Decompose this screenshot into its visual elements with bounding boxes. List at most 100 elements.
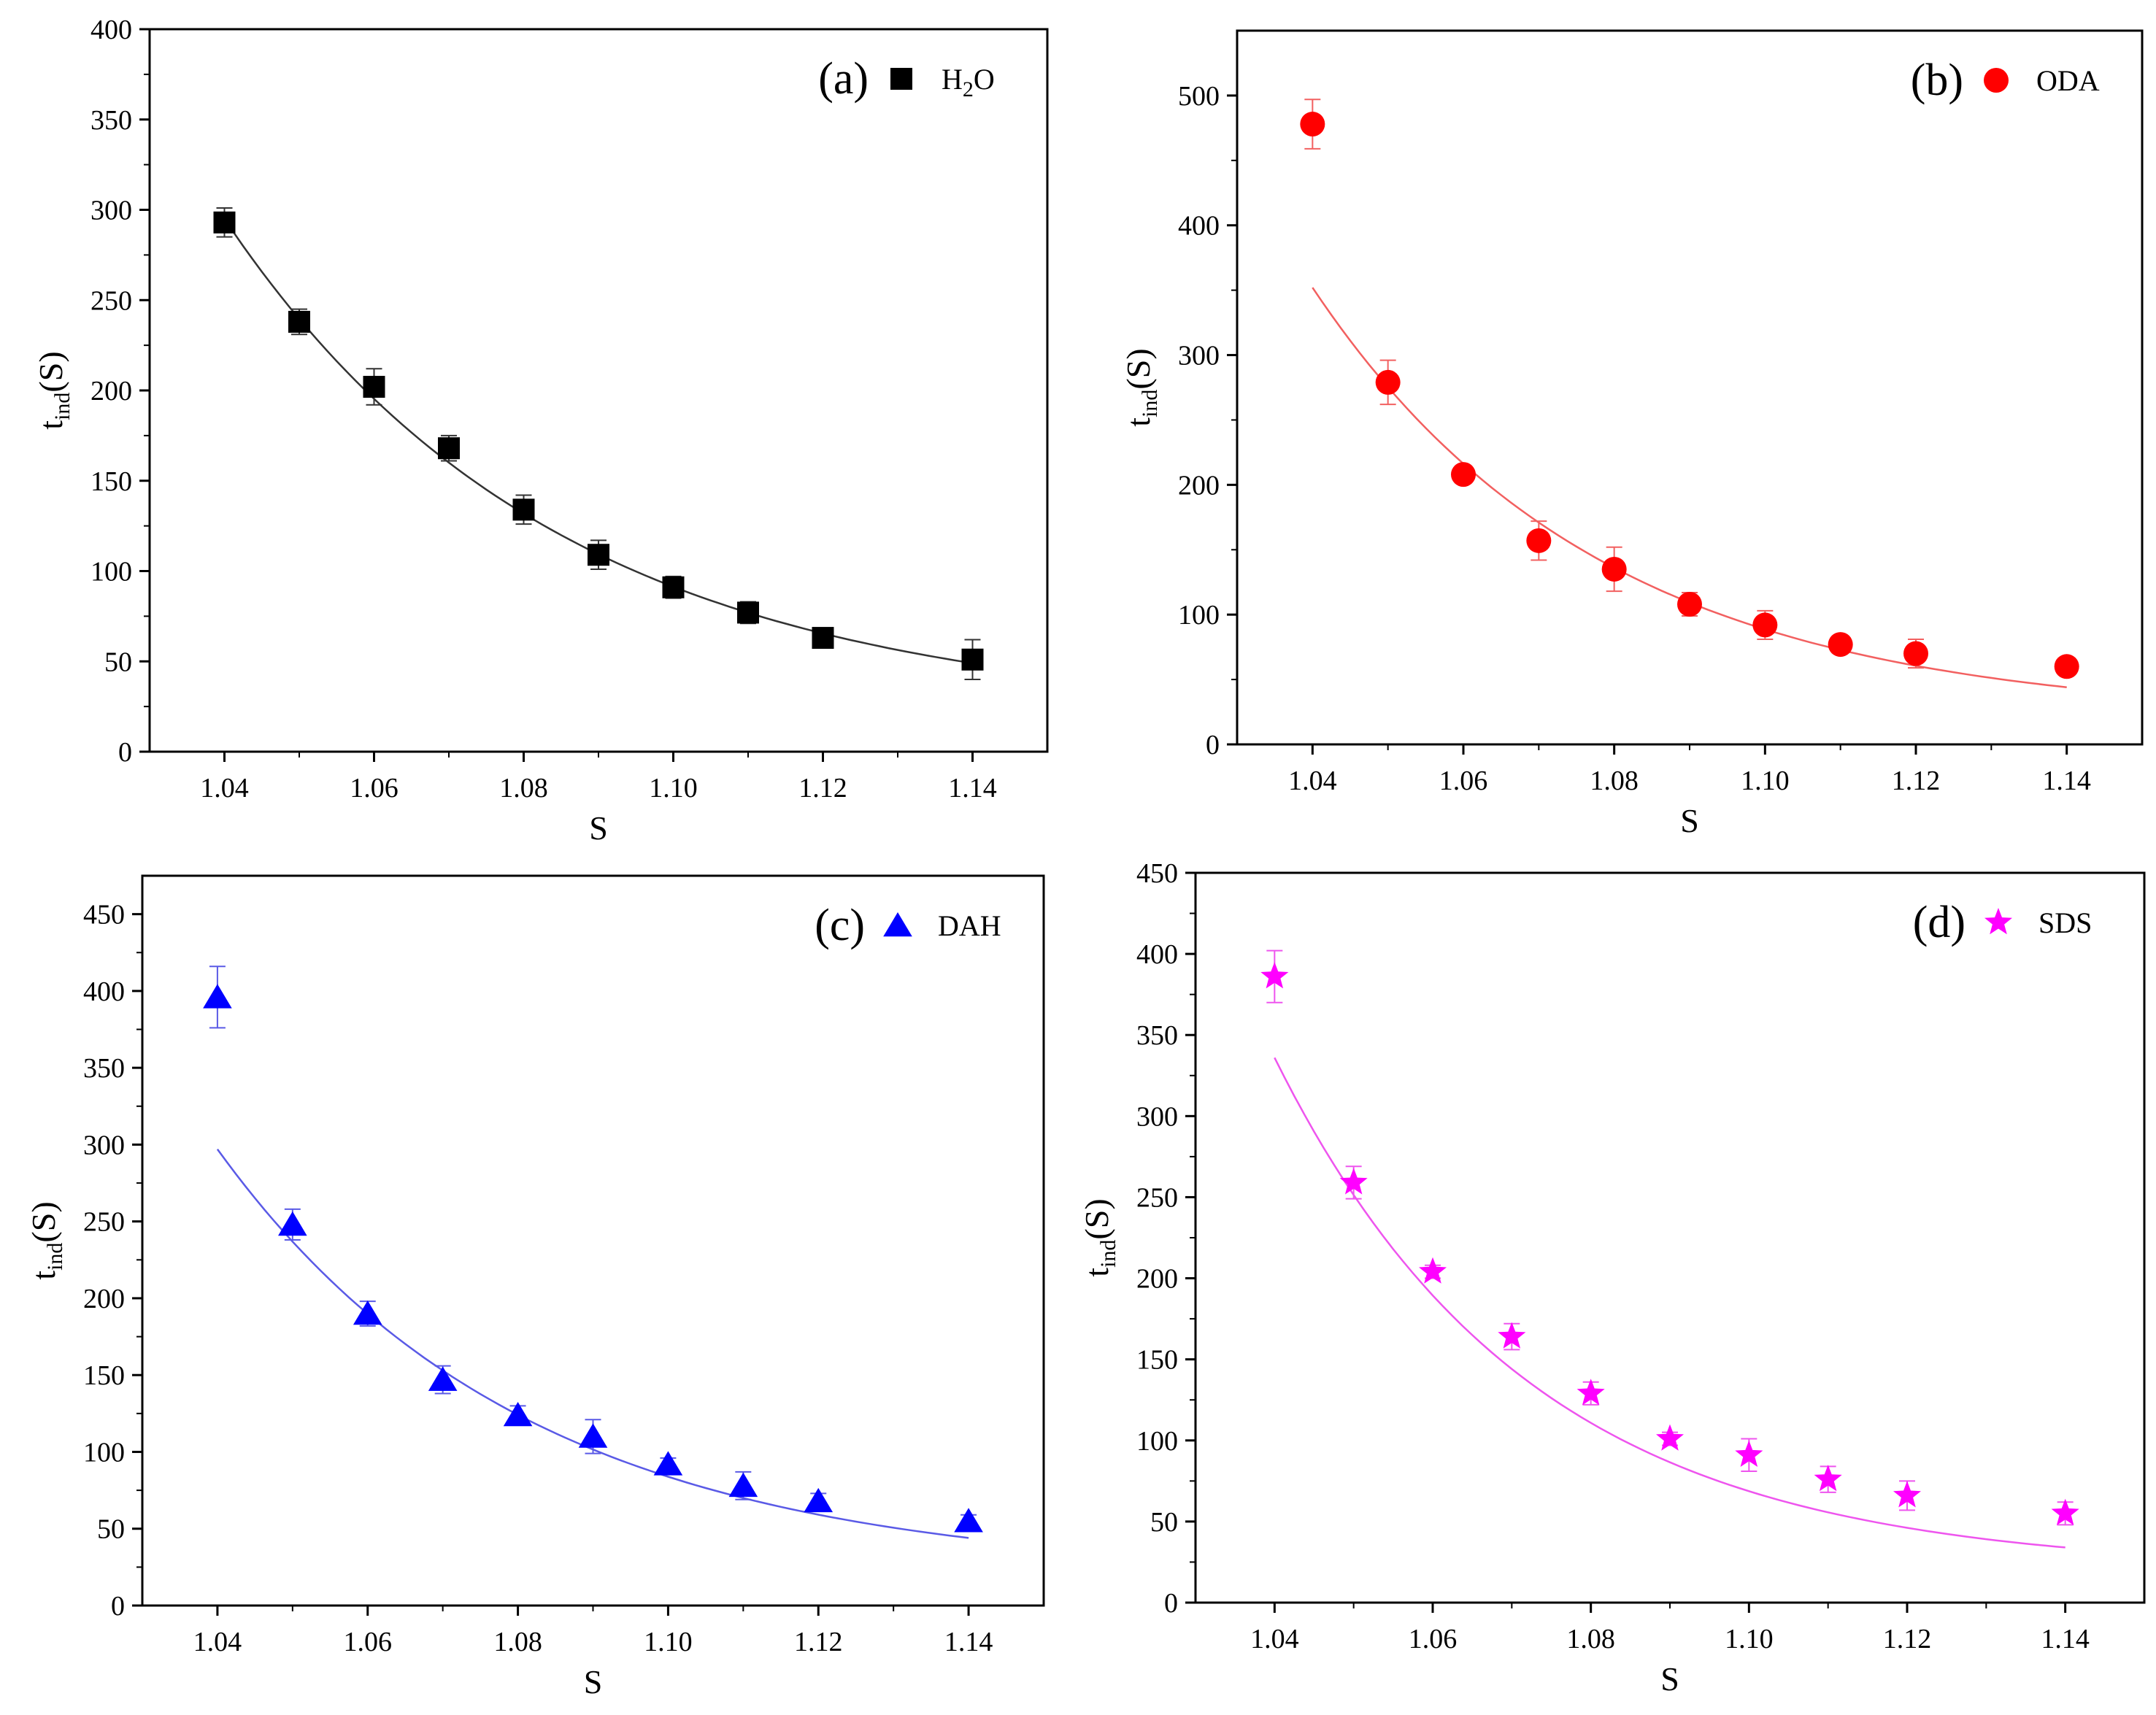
y-tick-label: 50 bbox=[97, 1514, 125, 1545]
data-point bbox=[1339, 1168, 1368, 1195]
data-point bbox=[1576, 1379, 1605, 1406]
data-point bbox=[588, 544, 609, 566]
y-tick-label: 350 bbox=[91, 105, 132, 136]
x-tick-label: 1.04 bbox=[1250, 1624, 1299, 1654]
y-tick-label: 250 bbox=[91, 285, 132, 316]
y-tick-label: 250 bbox=[83, 1207, 125, 1238]
y-tick-label: 450 bbox=[1136, 858, 1178, 889]
x-tick-label: 1.08 bbox=[1566, 1624, 1615, 1654]
data-point bbox=[1260, 962, 1289, 989]
panel-label: (d) bbox=[1913, 898, 1966, 947]
y-tick-label: 400 bbox=[1136, 939, 1178, 970]
panel-label: (c) bbox=[815, 901, 865, 950]
x-tick-label: 1.12 bbox=[794, 1627, 843, 1657]
panel-label: (b) bbox=[1911, 55, 1963, 105]
plot-frame bbox=[141, 874, 1045, 1607]
data-point bbox=[2054, 654, 2079, 679]
plot-frame bbox=[148, 28, 1049, 753]
x-tick-label: 1.12 bbox=[1892, 766, 1941, 796]
data-point bbox=[578, 1423, 608, 1448]
legend-label: SDS bbox=[2038, 906, 2092, 939]
legend-label: H2O bbox=[942, 63, 995, 101]
data-point bbox=[812, 627, 834, 650]
data-point bbox=[363, 376, 385, 398]
y-tick-label: 200 bbox=[83, 1284, 125, 1314]
data-point bbox=[203, 984, 232, 1009]
fit-curve bbox=[1312, 287, 2067, 689]
fit-curve bbox=[223, 218, 973, 664]
x-tick-label: 1.10 bbox=[649, 773, 698, 803]
data-point bbox=[1677, 591, 1702, 617]
x-tick-label: 1.06 bbox=[1439, 766, 1488, 796]
data-point bbox=[737, 601, 759, 624]
x-tick-label: 1.06 bbox=[350, 773, 399, 803]
plot-frame bbox=[1236, 29, 2144, 746]
legend-label: ODA bbox=[2036, 64, 2100, 97]
data-point bbox=[1828, 632, 1853, 658]
data-point bbox=[1752, 612, 1778, 638]
y-axis-title: tind(S) bbox=[25, 1201, 67, 1279]
legend-marker bbox=[883, 912, 912, 937]
x-tick-label: 1.14 bbox=[948, 773, 997, 803]
data-point bbox=[1526, 528, 1552, 553]
y-tick-label: 350 bbox=[83, 1053, 125, 1084]
data-point bbox=[1601, 556, 1627, 582]
fit-curve bbox=[216, 1148, 969, 1539]
y-axis-title: tind(S) bbox=[32, 351, 74, 429]
x-tick-label: 1.10 bbox=[1741, 766, 1790, 796]
legend-marker bbox=[890, 68, 912, 90]
x-axis-title: S bbox=[1680, 802, 1699, 839]
data-point bbox=[1903, 641, 1928, 666]
data-point bbox=[653, 1451, 683, 1476]
y-axis-title: tind(S) bbox=[1120, 348, 1162, 426]
x-tick-label: 1.06 bbox=[344, 1627, 393, 1657]
y-tick-label: 400 bbox=[91, 15, 132, 45]
x-tick-label: 1.06 bbox=[1409, 1624, 1458, 1654]
y-tick-label: 400 bbox=[1178, 211, 1220, 242]
data-point bbox=[503, 1401, 533, 1427]
x-tick-label: 1.10 bbox=[1725, 1624, 1774, 1654]
data-point bbox=[288, 310, 310, 333]
x-tick-label: 1.04 bbox=[200, 773, 249, 803]
y-tick-label: 300 bbox=[1178, 341, 1220, 371]
data-point bbox=[1451, 462, 1476, 487]
data-point bbox=[1814, 1465, 1842, 1492]
y-tick-label: 150 bbox=[83, 1360, 125, 1391]
data-point bbox=[353, 1300, 382, 1325]
data-point bbox=[2051, 1498, 2079, 1525]
panel-b: 1.04 1.06 1.08 1.10 1.12 1.14 0 100 200 300 400 500… bbox=[1120, 29, 2144, 839]
y-tick-label: 100 bbox=[1178, 600, 1220, 631]
y-tick-label: 200 bbox=[91, 376, 132, 406]
x-axis-title: S bbox=[589, 809, 608, 847]
fit-curve bbox=[1274, 1057, 2065, 1549]
panel-label: (a) bbox=[818, 54, 869, 104]
data-point bbox=[662, 576, 685, 598]
legend-marker bbox=[1984, 68, 2009, 93]
x-tick-label: 1.08 bbox=[1590, 766, 1639, 796]
y-tick-label: 200 bbox=[1136, 1264, 1178, 1295]
x-axis-title: S bbox=[584, 1663, 603, 1700]
x-tick-label: 1.08 bbox=[499, 773, 548, 803]
y-tick-label: 350 bbox=[1136, 1020, 1178, 1051]
data-point bbox=[954, 1508, 983, 1533]
y-tick-label: 100 bbox=[1136, 1426, 1178, 1457]
legend-label: DAH bbox=[938, 909, 1001, 942]
data-point bbox=[728, 1472, 758, 1498]
y-tick-label: 0 bbox=[111, 1591, 125, 1622]
y-tick-label: 0 bbox=[1164, 1588, 1178, 1619]
x-tick-label: 1.14 bbox=[2042, 766, 2091, 796]
y-tick-label: 300 bbox=[91, 196, 132, 226]
data-point bbox=[1300, 112, 1325, 137]
data-point bbox=[804, 1487, 833, 1513]
data-point bbox=[1893, 1481, 1921, 1508]
y-tick-label: 50 bbox=[1150, 1507, 1178, 1538]
legend-marker bbox=[1984, 908, 2012, 935]
y-tick-label: 0 bbox=[1206, 730, 1220, 760]
data-point bbox=[438, 437, 460, 460]
plot-frame bbox=[1194, 871, 2146, 1604]
data-point bbox=[428, 1366, 458, 1391]
y-axis-title: tind(S) bbox=[1078, 1198, 1120, 1276]
x-axis-title: S bbox=[1660, 1660, 1679, 1697]
y-tick-label: 300 bbox=[83, 1130, 125, 1160]
